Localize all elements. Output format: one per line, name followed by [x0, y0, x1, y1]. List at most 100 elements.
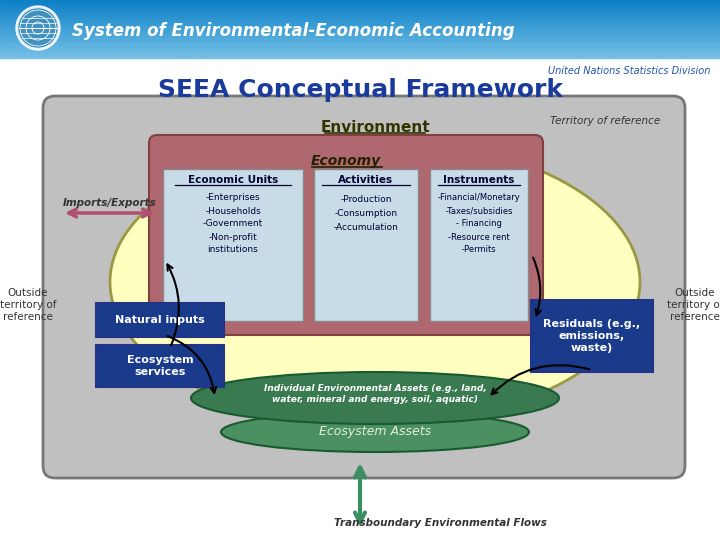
Text: Economy: Economy — [311, 154, 381, 168]
Bar — [0, 56, 720, 57]
FancyBboxPatch shape — [96, 345, 224, 387]
Text: Residuals (e.g.,
emissions,
waste): Residuals (e.g., emissions, waste) — [544, 319, 641, 353]
Bar — [0, 4, 720, 5]
Text: Economic Units: Economic Units — [188, 175, 278, 185]
Text: Natural inputs: Natural inputs — [115, 315, 205, 325]
Bar — [0, 53, 720, 54]
Text: -Accumulation: -Accumulation — [333, 224, 398, 233]
Bar — [0, 49, 720, 50]
Text: Imports/Exports: Imports/Exports — [63, 198, 157, 208]
Text: Instruments: Instruments — [444, 175, 515, 185]
Bar — [0, 43, 720, 44]
FancyBboxPatch shape — [531, 300, 653, 372]
Bar — [0, 1, 720, 2]
Bar — [0, 10, 720, 11]
Bar — [0, 22, 720, 23]
Text: Activities: Activities — [338, 175, 394, 185]
Bar — [0, 35, 720, 36]
Text: -Permits: -Permits — [462, 246, 496, 254]
Text: System of Environmental-Economic Accounting: System of Environmental-Economic Account… — [72, 22, 515, 40]
Bar — [0, 37, 720, 38]
Bar — [0, 41, 720, 42]
Bar — [0, 38, 720, 39]
FancyBboxPatch shape — [314, 169, 418, 321]
FancyBboxPatch shape — [43, 96, 685, 478]
FancyBboxPatch shape — [149, 135, 543, 335]
Ellipse shape — [110, 139, 640, 424]
Text: institutions: institutions — [207, 246, 258, 254]
Bar — [0, 28, 720, 29]
Bar — [0, 50, 720, 51]
Bar — [0, 33, 720, 34]
Bar — [0, 40, 720, 41]
Bar — [0, 46, 720, 47]
Bar — [0, 13, 720, 14]
Bar — [0, 19, 720, 20]
Bar — [0, 45, 720, 46]
Text: -Financial/Monetary: -Financial/Monetary — [438, 193, 521, 202]
Bar — [0, 8, 720, 9]
Bar — [0, 16, 720, 17]
Text: - Financing: - Financing — [456, 219, 502, 228]
Text: Individual Environmental Assets (e.g., land,
water, mineral and energy, soil, aq: Individual Environmental Assets (e.g., l… — [264, 384, 487, 404]
Text: -Enterprises: -Enterprises — [206, 193, 261, 202]
Bar — [0, 2, 720, 3]
Bar — [0, 48, 720, 49]
Text: -Non-profit: -Non-profit — [209, 233, 257, 241]
Text: -Consumption: -Consumption — [334, 210, 397, 219]
Bar — [0, 18, 720, 19]
Text: -Resource rent: -Resource rent — [448, 233, 510, 241]
Bar — [0, 32, 720, 33]
Bar — [0, 29, 720, 30]
Bar — [0, 6, 720, 7]
Text: Environment: Environment — [320, 120, 430, 136]
Text: -Taxes/subsidies: -Taxes/subsidies — [445, 206, 513, 215]
Bar — [0, 0, 720, 1]
Text: Transboundary Environmental Flows: Transboundary Environmental Flows — [333, 518, 546, 528]
FancyBboxPatch shape — [163, 169, 303, 321]
FancyBboxPatch shape — [430, 169, 528, 321]
Bar — [0, 31, 720, 32]
Bar — [0, 14, 720, 15]
Bar — [0, 30, 720, 31]
Bar — [0, 3, 720, 4]
Bar — [0, 17, 720, 18]
Bar — [0, 52, 720, 53]
Bar — [0, 9, 720, 10]
Bar — [0, 11, 720, 12]
Bar — [0, 7, 720, 8]
Bar — [0, 12, 720, 13]
FancyBboxPatch shape — [96, 303, 224, 337]
Bar — [0, 34, 720, 35]
Bar — [0, 26, 720, 27]
Text: United Nations Statistics Division: United Nations Statistics Division — [548, 66, 710, 76]
Text: -Government: -Government — [203, 219, 263, 228]
Ellipse shape — [191, 372, 559, 424]
Bar — [0, 47, 720, 48]
Ellipse shape — [221, 412, 529, 452]
Bar — [0, 5, 720, 6]
Text: Ecosystem
services: Ecosystem services — [127, 355, 193, 377]
Text: Ecosystem Assets: Ecosystem Assets — [319, 426, 431, 438]
Bar — [0, 57, 720, 58]
Bar — [0, 15, 720, 16]
Text: -Production: -Production — [341, 195, 392, 205]
Text: -Households: -Households — [205, 206, 261, 215]
Bar — [0, 23, 720, 24]
Circle shape — [16, 6, 60, 50]
Bar — [0, 36, 720, 37]
Bar — [0, 39, 720, 40]
Bar — [0, 25, 720, 26]
Bar — [0, 54, 720, 55]
Bar — [0, 24, 720, 25]
Bar — [0, 44, 720, 45]
Bar — [0, 20, 720, 21]
Text: Outside
territory of
reference: Outside territory of reference — [667, 288, 720, 322]
Circle shape — [19, 9, 57, 47]
Bar — [0, 27, 720, 28]
Bar — [0, 21, 720, 22]
Text: Outside
territory of
reference: Outside territory of reference — [0, 288, 56, 322]
Bar — [0, 55, 720, 56]
Bar — [0, 51, 720, 52]
Text: SEEA Conceptual Framework: SEEA Conceptual Framework — [158, 78, 562, 102]
